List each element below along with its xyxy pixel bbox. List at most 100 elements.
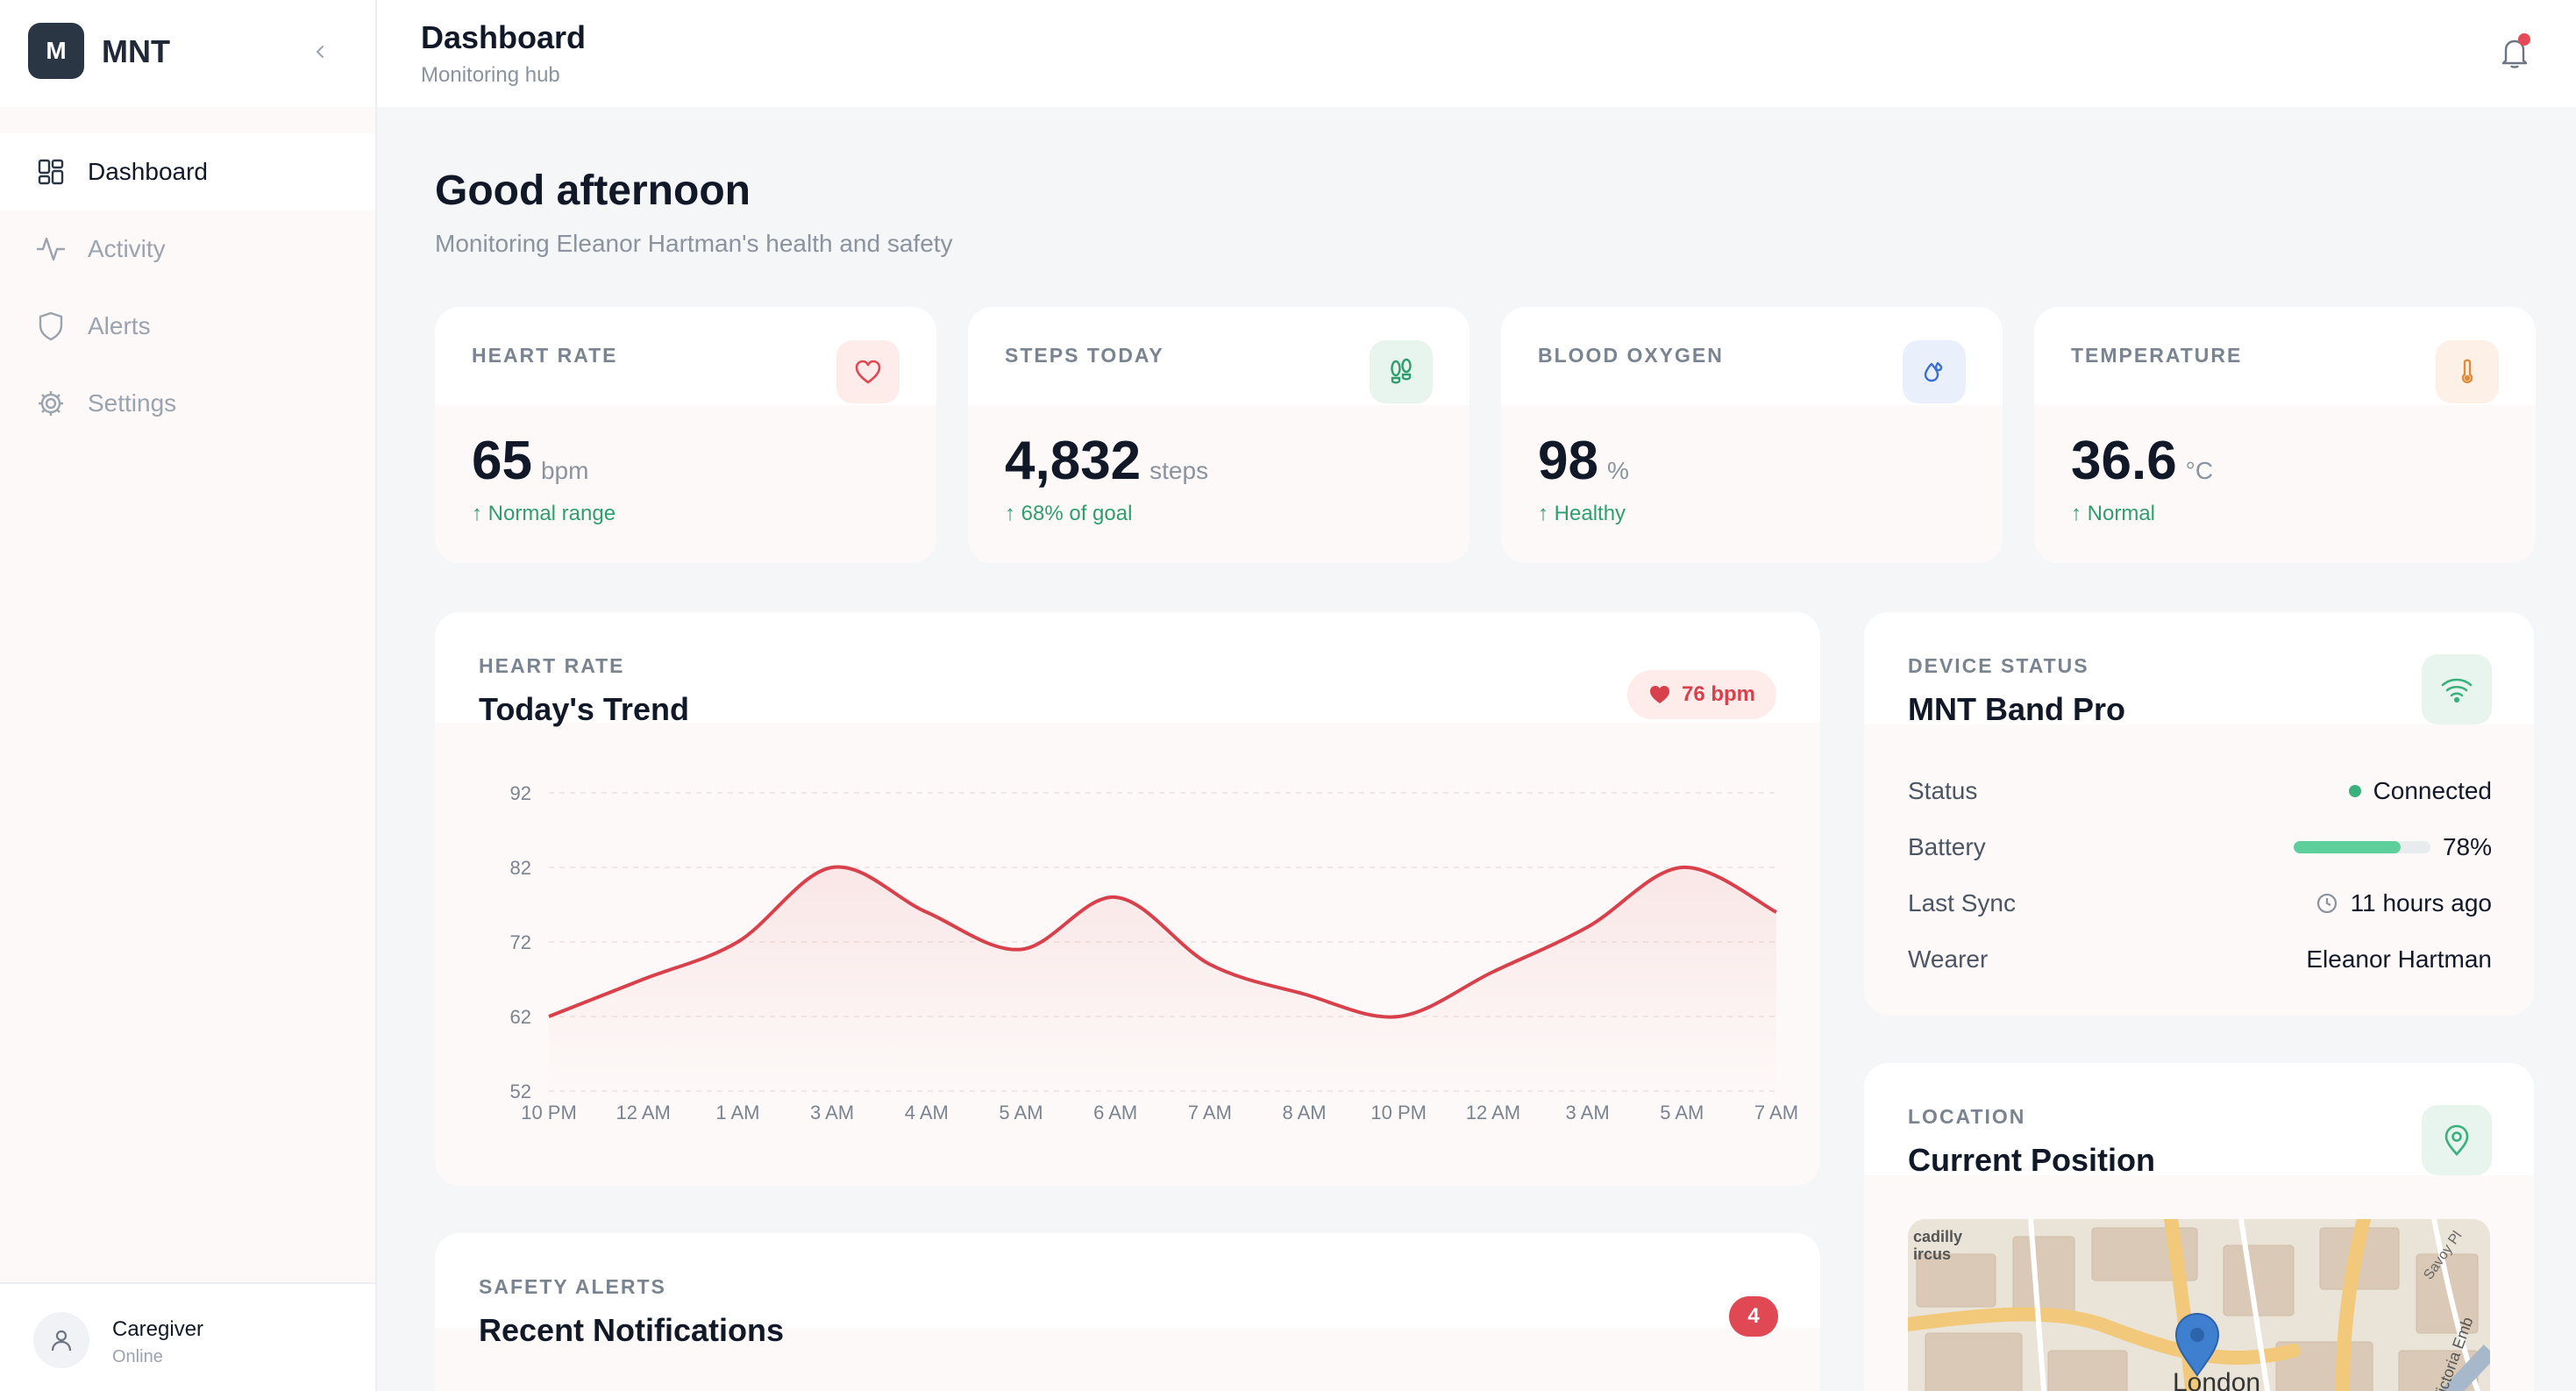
stat-unit: °C [2185, 457, 2214, 484]
x-tick-label: 10 PM [521, 1102, 577, 1124]
stat-label: TEMPERATURE [2071, 344, 2243, 367]
thermometer-icon [2436, 340, 2499, 403]
wearer-value: Eleanor Hartman [2306, 945, 2492, 973]
battery-value: 78% [2442, 833, 2492, 860]
page-subtitle: Monitoring hub [421, 63, 560, 87]
map-pin-icon [2422, 1105, 2492, 1175]
row-label: Last Sync [1908, 889, 2016, 917]
map-marker-icon [2174, 1312, 2220, 1377]
device-eyebrow: DEVICE STATUS [1908, 654, 2089, 677]
heart-icon [1649, 686, 1669, 703]
last-sync-value: 11 hours ago [2350, 889, 2492, 917]
notification-dot [2518, 33, 2530, 46]
stat-label: HEART RATE [472, 344, 618, 367]
sidebar: M MNT Dashboard Activity Alerts [0, 0, 377, 1391]
greeting-title: Good afternoon [435, 168, 751, 214]
footprints-icon [1370, 340, 1433, 403]
safety-alerts-card: SAFETY ALERTS Recent Notifications 4 [435, 1233, 1820, 1391]
x-tick-label: 3 AM [810, 1102, 854, 1124]
device-row-wearer: Wearer Eleanor Hartman [1908, 942, 2492, 977]
x-tick-label: 1 AM [715, 1102, 759, 1124]
x-tick-label: 12 AM [1466, 1102, 1520, 1124]
collapse-sidebar-button[interactable] [307, 39, 333, 65]
sidebar-item-label: Alerts [88, 312, 151, 339]
chart-title: Today's Trend [479, 691, 689, 727]
gear-icon [35, 388, 67, 419]
chevron-left-icon [317, 46, 324, 58]
top-bar: Dashboard Monitoring hub [377, 0, 2576, 107]
user-profile[interactable]: Caregiver Online [0, 1282, 375, 1391]
status-dot [2348, 785, 2361, 797]
stat-card-temperature[interactable]: TEMPERATURE 36.6 °C ↑ Normal [2034, 307, 2536, 563]
battery-bar-fill [2293, 841, 2401, 853]
device-row-sync: Last Sync 11 hours ago [1908, 886, 2492, 921]
device-name: MNT Band Pro [1908, 691, 2125, 727]
stat-unit: steps [1149, 457, 1209, 484]
stat-value: 98% [1538, 431, 1629, 491]
stat-value: 36.6 °C [2071, 431, 2214, 491]
stat-trend: ↑ 68% of goal [1005, 502, 1133, 525]
device-row-battery: Battery 78% [1908, 830, 2492, 865]
device-status-card: DEVICE STATUS MNT Band Pro Status Connec… [1864, 612, 2534, 1016]
user-status: Online [112, 1347, 163, 1366]
sidebar-item-activity[interactable]: Activity [0, 210, 375, 288]
row-label: Battery [1908, 833, 1986, 860]
x-tick-label: 8 AM [1282, 1102, 1326, 1124]
y-tick-label: 72 [510, 931, 531, 953]
page-title: Dashboard [421, 19, 587, 55]
battery-bar [2293, 841, 2430, 853]
alerts-title: Recent Notifications [479, 1312, 785, 1348]
x-tick-label: 4 AM [905, 1102, 949, 1124]
brand-logo[interactable]: M [28, 23, 84, 79]
x-tick-label: 7 AM [1754, 1102, 1798, 1124]
sidebar-item-settings[interactable]: Settings [0, 365, 375, 442]
stat-unit: % [1606, 457, 1629, 484]
clock-icon [2316, 893, 2337, 914]
stat-value: 65 bpm [472, 431, 589, 491]
y-tick-label: 82 [510, 857, 531, 879]
device-row-status: Status Connected [1908, 774, 2492, 809]
row-label: Wearer [1908, 945, 1989, 973]
stat-label: BLOOD OXYGEN [1538, 344, 1724, 367]
stat-trend: ↑ Normal range [472, 502, 616, 525]
map-city-label: London [2173, 1368, 2260, 1391]
sidebar-item-alerts[interactable]: Alerts [0, 288, 375, 365]
row-label: Status [1908, 777, 1978, 804]
sidebar-header: M MNT [0, 0, 375, 107]
y-tick-label: 92 [510, 782, 531, 804]
current-bpm-badge: 76 bpm [1626, 670, 1776, 719]
stat-unit: bpm [540, 457, 589, 484]
stat-card-heart-rate[interactable]: HEART RATE 65 bpm ↑ Normal range [435, 307, 936, 563]
location-title: Current Position [1908, 1142, 2156, 1178]
activity-icon [35, 233, 67, 265]
current-bpm-value: 76 bpm [1681, 682, 1755, 706]
wifi-icon [2422, 654, 2492, 724]
sidebar-item-label: Dashboard [88, 158, 208, 185]
droplet-icon [1903, 340, 1966, 403]
notifications-button[interactable] [2495, 33, 2534, 72]
location-map[interactable]: cadilly ircus Savoy Pl Victoria Emb Lond… [1908, 1219, 2490, 1391]
avatar [33, 1312, 89, 1368]
stat-value: 4,832 steps [1005, 431, 1209, 491]
logo-letter: M [46, 37, 67, 64]
stat-card-steps[interactable]: STEPS TODAY 4,832 steps ↑ 68% of goal [968, 307, 1469, 563]
sidebar-item-label: Activity [88, 235, 166, 262]
user-icon [51, 1330, 72, 1352]
sidebar-item-label: Settings [88, 389, 177, 417]
stat-card-blood-oxygen[interactable]: BLOOD OXYGEN 98% ↑ Healthy [1501, 307, 2003, 563]
stat-trend: ↑ Normal [2071, 502, 2156, 525]
bell-icon [2501, 39, 2528, 68]
chart-area [549, 867, 1776, 1091]
heart-icon [836, 340, 900, 403]
x-tick-label: 12 AM [616, 1102, 671, 1124]
greeting-subtitle: Monitoring Eleanor Hartman's health and … [435, 230, 953, 257]
x-tick-label: 3 AM [1566, 1102, 1610, 1124]
brand-name: MNT [102, 33, 170, 69]
heart-rate-chart-card: HEART RATE Today's Trend 76 bpm 92 82 72 62… [435, 612, 1820, 1186]
x-tick-label: 6 AM [1093, 1102, 1137, 1124]
location-eyebrow: LOCATION [1908, 1105, 2026, 1128]
x-tick-label: 5 AM [1660, 1102, 1704, 1124]
location-card: LOCATION Current Position cadilly [1864, 1063, 2534, 1391]
sidebar-item-dashboard[interactable]: Dashboard [0, 133, 375, 210]
